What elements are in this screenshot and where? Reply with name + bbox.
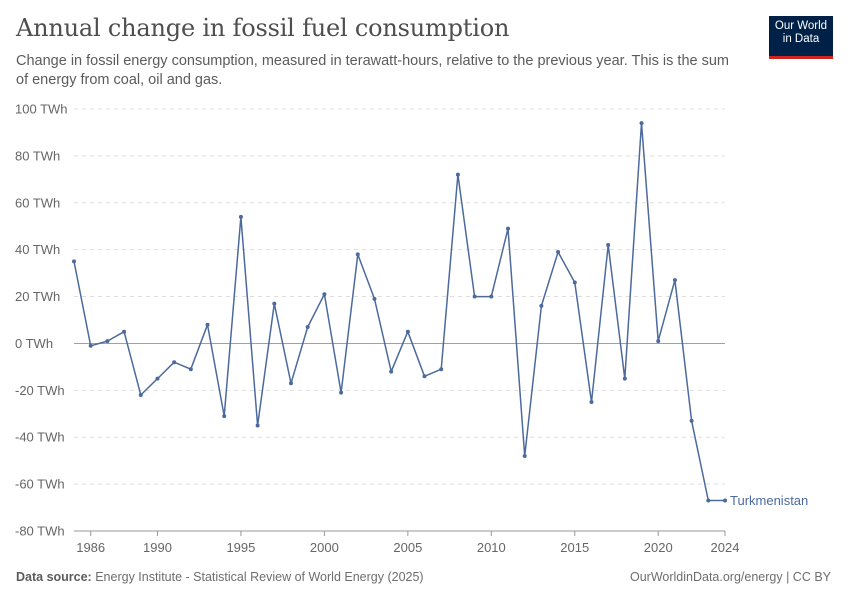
chart-subtitle: Change in fossil energy consumption, mea…	[16, 53, 730, 88]
y-tick-label: 20 TWh	[15, 289, 60, 304]
x-tick-label: 1995	[226, 540, 255, 555]
data-point	[672, 278, 677, 283]
data-point	[322, 292, 327, 297]
data-point	[88, 343, 93, 348]
y-axis-tick-labels: -80 TWh -60 TWh -40 TWh -20 TWh 0 TWh 20 TWh 4…	[15, 102, 68, 539]
y-tick-label: 100 TWh	[15, 102, 68, 117]
series-label: Turkmenistan	[730, 493, 808, 508]
data-point	[289, 381, 293, 386]
y-tick-label: 40 TWh	[15, 242, 60, 257]
logo-line-2: in Data	[782, 33, 820, 45]
data-source: Data source: Energy Institute - Statisti…	[16, 570, 424, 584]
y-tick-label: -60 TWh	[15, 477, 65, 492]
x-tick-label: 2005	[393, 540, 422, 555]
data-point	[122, 329, 127, 334]
license-link[interactable]: OurWorldinData.org/energy | CC BY	[629, 570, 831, 584]
data-point	[556, 250, 561, 255]
data-point	[489, 294, 494, 299]
data-point	[589, 400, 594, 405]
data-point	[155, 376, 160, 381]
y-tick-label: -20 TWh	[15, 383, 65, 398]
x-tick-label: 2024	[711, 540, 740, 555]
data-point	[305, 325, 310, 330]
y-tick-label: 80 TWh	[15, 148, 60, 163]
data-point	[455, 172, 460, 177]
data-point	[105, 339, 110, 344]
data-point	[706, 498, 711, 503]
line-chart: -80 TWh -60 TWh -40 TWh -20 TWh 0 TWh 20 TWh 4…	[15, 102, 808, 556]
data-point	[656, 339, 661, 344]
data-point	[172, 360, 177, 365]
data-point	[355, 252, 360, 257]
data-point	[723, 498, 727, 503]
y-tick-label: -40 TWh	[15, 430, 65, 445]
x-tick-label: 2020	[644, 540, 673, 555]
data-point	[372, 296, 377, 301]
x-tick-label: 2000	[310, 540, 339, 555]
chart-title: Annual change in fossil fuel consumption	[16, 14, 510, 42]
y-tick-label: 0 TWh	[15, 336, 53, 351]
data-point	[422, 374, 427, 379]
data-point	[439, 367, 444, 372]
data-point	[138, 393, 143, 398]
data-point	[472, 294, 477, 299]
data-point	[222, 414, 227, 419]
data-point	[405, 329, 410, 334]
x-tick-label: 2015	[560, 540, 589, 555]
data-point	[238, 214, 243, 219]
data-point	[639, 121, 644, 126]
logo-line-1: Our World	[774, 20, 828, 32]
owid-logo[interactable]: Our World in Data	[769, 16, 833, 59]
data-point	[506, 226, 510, 231]
grid-lines	[74, 108, 725, 532]
series-layer: Turkmenistan	[72, 121, 808, 508]
y-tick-label: 60 TWh	[15, 195, 60, 210]
series-line-turkmenistan	[73, 122, 725, 502]
data-point	[689, 418, 694, 423]
data-point	[188, 367, 193, 372]
data-source-label: Data source:	[16, 570, 92, 584]
data-point	[389, 369, 394, 374]
data-point	[272, 301, 277, 306]
x-tick-label: 1986	[76, 540, 105, 555]
data-source-text: Energy Institute - Statistical Review of…	[91, 570, 424, 584]
x-axis: 1986 1990 1995 2000 2005 2010 2015 2020 2024	[74, 530, 740, 555]
x-tick-label: 2010	[477, 540, 506, 555]
y-tick-label: -80 TWh	[15, 524, 65, 539]
data-point	[539, 303, 544, 308]
data-point	[72, 259, 76, 264]
data-point	[522, 453, 527, 458]
x-tick-label: 1990	[143, 540, 172, 555]
data-point	[606, 242, 611, 247]
data-point	[339, 390, 344, 395]
data-point	[572, 280, 577, 285]
data-point	[255, 423, 260, 428]
data-point	[622, 376, 627, 381]
data-point	[205, 322, 210, 327]
